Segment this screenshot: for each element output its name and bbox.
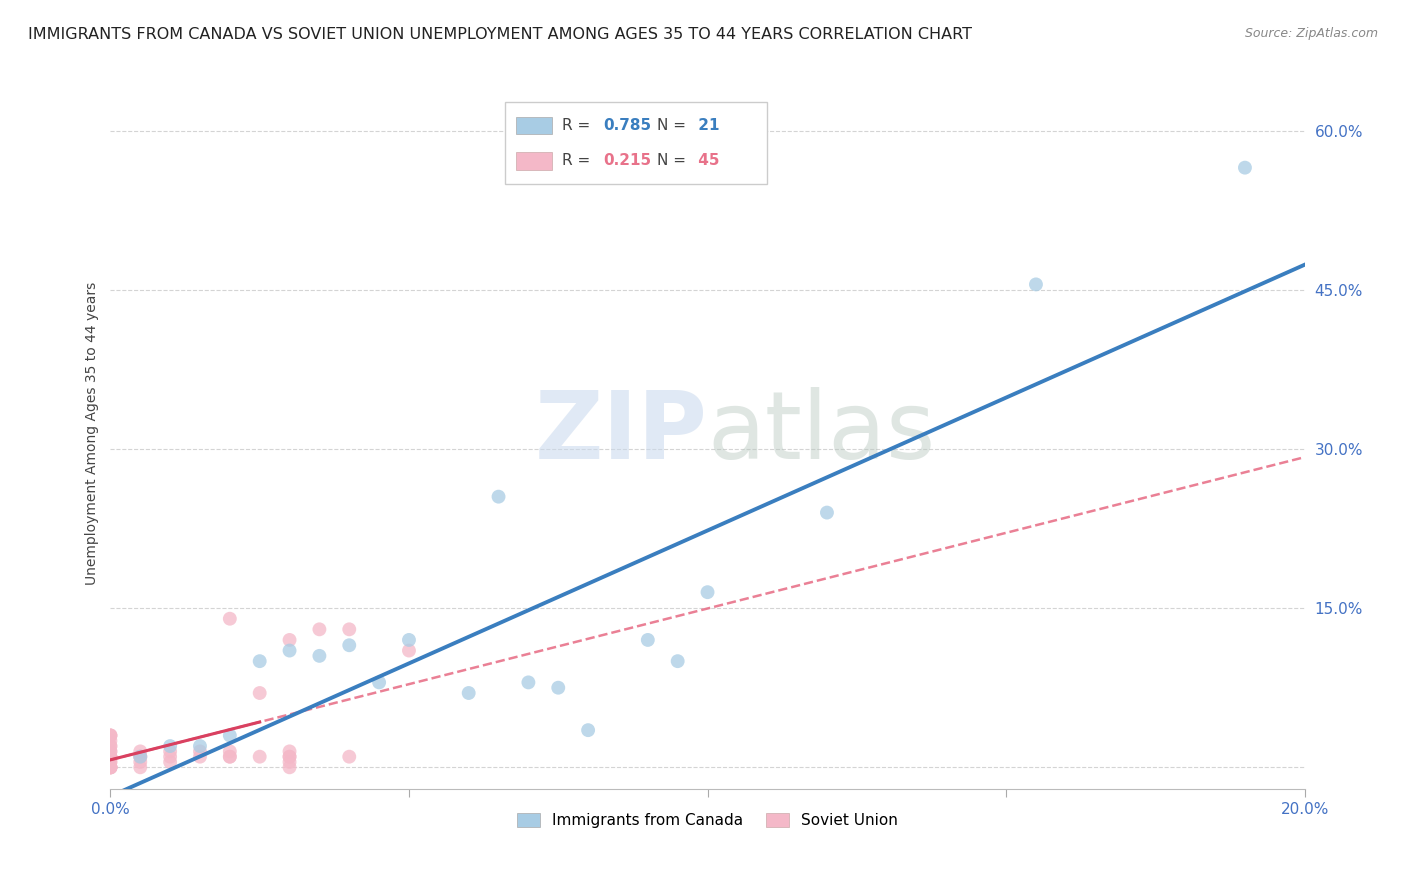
Text: 21: 21	[693, 118, 720, 133]
Point	[218, 749, 240, 764]
Point	[576, 723, 599, 738]
Point	[398, 632, 420, 647]
Point	[249, 749, 271, 764]
Text: ZIP: ZIP	[534, 387, 707, 479]
Point	[308, 648, 330, 663]
Point	[100, 749, 122, 764]
Point	[100, 760, 122, 774]
Point	[188, 744, 211, 758]
Text: IMMIGRANTS FROM CANADA VS SOVIET UNION UNEMPLOYMENT AMONG AGES 35 TO 44 YEARS CO: IMMIGRANTS FROM CANADA VS SOVIET UNION U…	[28, 27, 972, 42]
Point	[100, 744, 122, 758]
Point	[100, 760, 122, 774]
Text: Source: ZipAtlas.com: Source: ZipAtlas.com	[1244, 27, 1378, 40]
Point	[696, 585, 718, 599]
Text: R =: R =	[562, 118, 591, 133]
Point	[488, 490, 510, 504]
Point	[100, 760, 122, 774]
Point	[368, 675, 391, 690]
Point	[129, 760, 152, 774]
Point	[1233, 161, 1256, 175]
Point	[129, 744, 152, 758]
Point	[159, 749, 181, 764]
Point	[218, 749, 240, 764]
Point	[100, 729, 122, 743]
Point	[1025, 277, 1047, 292]
Point	[517, 675, 540, 690]
Point	[815, 506, 838, 520]
Point	[100, 739, 122, 753]
Point	[547, 681, 569, 695]
Point	[100, 739, 122, 753]
Text: 45: 45	[693, 153, 720, 168]
Point	[129, 749, 152, 764]
Point	[159, 744, 181, 758]
Point	[100, 729, 122, 743]
Bar	[516, 153, 553, 169]
Point	[100, 755, 122, 769]
Point	[100, 733, 122, 747]
Point	[278, 643, 301, 657]
Point	[218, 729, 240, 743]
Point	[278, 749, 301, 764]
Point	[159, 755, 181, 769]
Point	[278, 632, 301, 647]
Text: N =: N =	[658, 153, 686, 168]
Point	[129, 755, 152, 769]
Point	[218, 744, 240, 758]
Text: 0.785: 0.785	[603, 118, 652, 133]
Y-axis label: Unemployment Among Ages 35 to 44 years: Unemployment Among Ages 35 to 44 years	[86, 281, 100, 584]
Point	[100, 744, 122, 758]
Point	[308, 623, 330, 637]
Point	[218, 612, 240, 626]
Point	[637, 632, 659, 647]
Point	[100, 760, 122, 774]
Point	[249, 654, 271, 668]
Point	[100, 760, 122, 774]
Point	[278, 755, 301, 769]
Point	[129, 749, 152, 764]
Point	[100, 755, 122, 769]
Point	[188, 739, 211, 753]
Point	[249, 686, 271, 700]
Text: N =: N =	[658, 118, 686, 133]
Point	[337, 749, 360, 764]
Point	[100, 729, 122, 743]
Point	[457, 686, 479, 700]
Point	[278, 749, 301, 764]
Text: 0.215: 0.215	[603, 153, 652, 168]
Text: atlas: atlas	[707, 387, 936, 479]
Point	[337, 638, 360, 652]
Bar	[516, 117, 553, 135]
Point	[398, 643, 420, 657]
Point	[100, 749, 122, 764]
Point	[337, 623, 360, 637]
Point	[159, 739, 181, 753]
Point	[278, 744, 301, 758]
FancyBboxPatch shape	[505, 103, 768, 184]
Point	[188, 749, 211, 764]
Point	[100, 749, 122, 764]
Text: R =: R =	[562, 153, 591, 168]
Point	[129, 749, 152, 764]
Point	[100, 760, 122, 774]
Point	[278, 760, 301, 774]
Point	[666, 654, 689, 668]
Legend: Immigrants from Canada, Soviet Union: Immigrants from Canada, Soviet Union	[510, 807, 904, 834]
